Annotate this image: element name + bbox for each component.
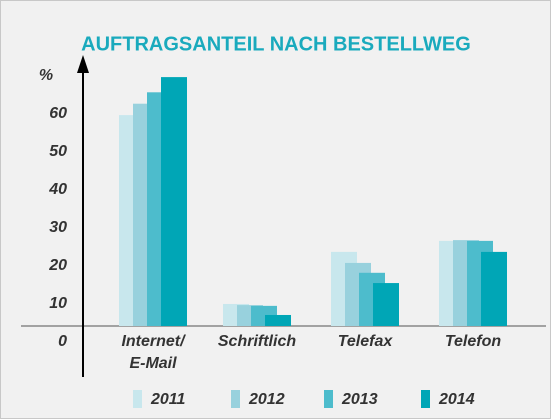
y-tick-label: 10: [49, 295, 67, 312]
y-tick-label: 0: [58, 333, 67, 350]
legend-swatch: [231, 390, 240, 408]
bar: [481, 251, 507, 326]
y-tick-label: 20: [48, 257, 67, 274]
x-tick-label: Telefax: [337, 333, 393, 350]
legend-label: 2014: [438, 391, 475, 408]
y-tick-label: 30: [49, 219, 67, 236]
legend-swatch: [324, 390, 333, 408]
bar: [373, 283, 399, 326]
legend-label: 2013: [341, 391, 378, 408]
legend-swatch: [133, 390, 142, 408]
x-tick-label: Telefon: [444, 333, 502, 350]
y-axis-label: %: [39, 67, 53, 84]
legend-swatch: [421, 390, 430, 408]
x-tick-label: Schriftlich: [217, 333, 297, 350]
bar: [265, 314, 291, 326]
bar: [161, 77, 187, 326]
legend-label: 2012: [248, 391, 285, 408]
x-tick-label: Internet/ E-Mail: [121, 333, 185, 372]
y-tick-label: 60: [49, 105, 67, 122]
y-tick-label: 40: [48, 181, 67, 198]
y-tick-label: 50: [49, 143, 67, 160]
chart-title: AUFTRAGSANTEIL NACH BESTELLWEG: [81, 33, 471, 55]
legend-label: 2011: [150, 391, 186, 408]
y-axis-arrow: [77, 55, 89, 73]
